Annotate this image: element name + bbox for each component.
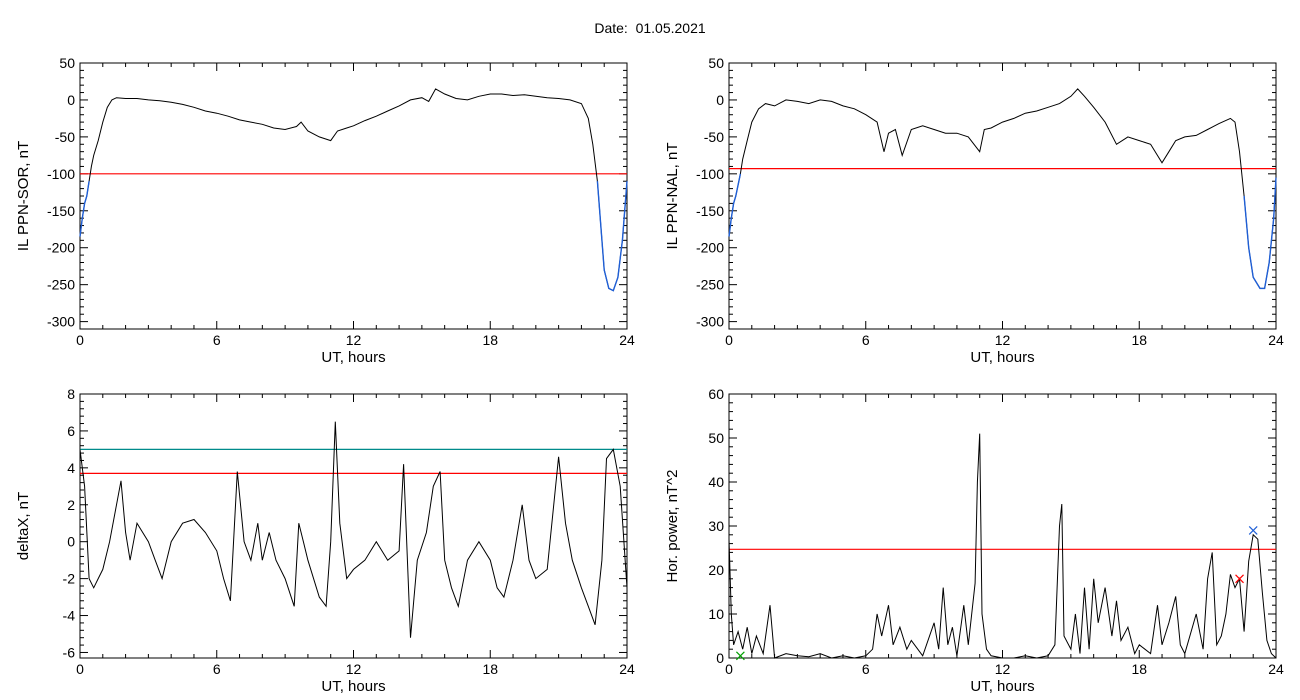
y-tick-label: -50 [55, 129, 75, 145]
chart-sor: 0 6 12 18 24 50 0 -50 -100 -150 -200 -250 -300 UT, ho… [15, 55, 635, 366]
y-tick-label: 60 [708, 386, 724, 402]
x-tick-label: 18 [1131, 661, 1147, 677]
x-axis-label: UT, hours [970, 349, 1034, 366]
y-tick-label: 30 [708, 518, 724, 534]
x-tick-label: 12 [995, 661, 1011, 677]
y-tick-label: -2 [63, 571, 76, 587]
y-tick-label: -250 [47, 277, 75, 293]
x-tick-label: 24 [1268, 332, 1284, 348]
x-tick-label: 0 [725, 332, 733, 348]
y-tick-label: 0 [67, 92, 75, 108]
x-tick-label: 6 [213, 332, 221, 348]
chart-deltax: 0 6 12 18 24 8 6 4 2 0 -2 -4 -6 UT, hours deltaX, nT [15, 386, 635, 695]
x-tick-label: 6 [862, 332, 870, 348]
series-line [79, 88, 628, 292]
x-tick-label: 6 [862, 661, 870, 677]
y-axis-label: IL PPN-SOR, nT [15, 141, 32, 251]
x-tick-label: 0 [76, 332, 84, 348]
y-tick-label: -200 [696, 240, 724, 256]
y-tick-label: 2 [67, 497, 75, 513]
y-tick-label: -250 [696, 277, 724, 293]
y-axis-label: deltaX, nT [15, 492, 32, 560]
x-tick-label: 18 [1131, 332, 1147, 348]
y-tick-label: -50 [704, 129, 724, 145]
x-tick-label: 18 [482, 332, 498, 348]
y-tick-label: -100 [47, 166, 75, 182]
y-tick-label: 4 [67, 460, 75, 476]
series-line [728, 88, 1277, 289]
series-line [79, 421, 628, 638]
x-tick-label: 12 [346, 332, 362, 348]
x-axis-label: UT, hours [970, 678, 1034, 695]
x-tick-label: 6 [213, 661, 221, 677]
y-tick-label: -200 [47, 240, 75, 256]
y-tick-label: -100 [696, 166, 724, 182]
chart-hpower: 0 6 12 18 24 60 50 40 30 20 10 0 UT, hours Hor. power… [664, 386, 1284, 695]
x-tick-label: 0 [725, 661, 733, 677]
y-tick-label: 20 [708, 562, 724, 578]
page-title: Date: 01.05.2021 [594, 20, 706, 36]
x-tick-label: 24 [1268, 661, 1284, 677]
y-axis-label: Hor. power, nT^2 [664, 470, 681, 583]
marker-blue [1248, 525, 1258, 535]
y-tick-label: -300 [696, 314, 724, 330]
x-tick-label: 12 [346, 661, 362, 677]
y-tick-label: 50 [59, 55, 75, 71]
series-highlight [1243, 177, 1277, 290]
x-tick-label: 24 [619, 661, 635, 677]
plot-frame [79, 393, 628, 659]
y-tick-label: 0 [716, 92, 724, 108]
series-highlight [596, 181, 628, 292]
y-tick-label: 0 [67, 534, 75, 550]
y-tick-label: 50 [708, 55, 724, 71]
x-tick-label: 0 [76, 661, 84, 677]
series-line [728, 433, 1277, 659]
chart-nal: 0 6 12 18 24 50 0 -50 -100 -150 -200 -250 -300 UT, ho… [664, 55, 1284, 366]
x-tick-label: 24 [619, 332, 635, 348]
y-tick-label: -150 [696, 203, 724, 219]
y-tick-label: 40 [708, 474, 724, 490]
y-axis-label: IL PPN-NAL, nT [664, 143, 681, 250]
y-tick-label: -300 [47, 314, 75, 330]
series-highlight [728, 173, 742, 237]
x-axis-label: UT, hours [321, 349, 385, 366]
y-tick-label: 50 [708, 430, 724, 446]
y-tick-label: -4 [63, 608, 76, 624]
y-tick-label: 6 [67, 423, 75, 439]
y-tick-label: 0 [716, 650, 724, 666]
y-tick-label: 8 [67, 386, 75, 402]
y-tick-label: 10 [708, 606, 724, 622]
marker-green [735, 651, 745, 661]
plot-frame [79, 62, 628, 330]
y-tick-label: -6 [63, 644, 76, 660]
series-highlight [79, 181, 90, 237]
marker-red [1235, 574, 1244, 584]
x-tick-label: 18 [482, 661, 498, 677]
x-axis-label: UT, hours [321, 678, 385, 695]
x-tick-label: 12 [995, 332, 1011, 348]
y-tick-label: -150 [47, 203, 75, 219]
plot-frame [728, 393, 1277, 659]
